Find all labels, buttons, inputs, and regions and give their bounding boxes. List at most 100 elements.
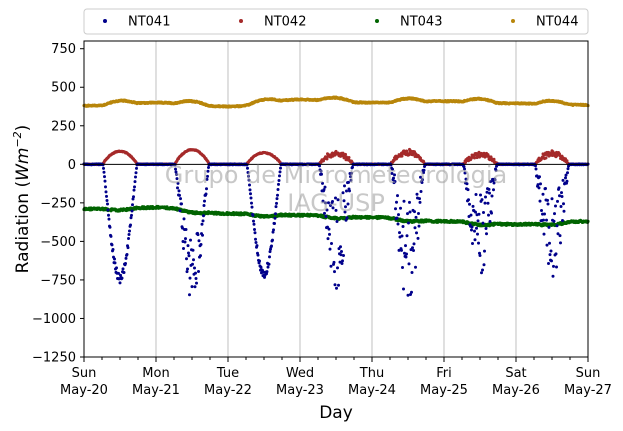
nt041-point [550, 197, 554, 201]
y-axis-title: Radiation (Wm−2) [11, 125, 33, 274]
nt041-point [131, 203, 134, 207]
nt041-point [490, 194, 494, 198]
nt041-point [115, 266, 118, 270]
nt041-point [328, 247, 332, 251]
nt041-point [473, 229, 476, 233]
x-tick-label-day: Sun [72, 366, 97, 381]
nt041-point [344, 218, 348, 222]
series-nt044 [82, 95, 590, 109]
nt041-point [421, 178, 424, 182]
nt041-point [265, 270, 269, 274]
nt041-point [334, 208, 338, 212]
nt041-point [195, 281, 198, 285]
nt041-point [480, 198, 484, 202]
nt041-point [176, 186, 179, 190]
nt041-point [266, 265, 270, 269]
nt041-point [333, 283, 337, 287]
nt041-point [552, 219, 556, 223]
nt041-point [118, 281, 122, 285]
nt041-point [274, 212, 277, 216]
nt041-point [193, 266, 196, 270]
nt041-point [474, 192, 478, 196]
nt041-point [561, 219, 564, 223]
nt041-point [345, 216, 349, 220]
nt041-point [102, 166, 105, 170]
nt041-point [183, 240, 187, 244]
nt041-point [538, 175, 541, 179]
x-tick-label-date: May-23 [276, 383, 324, 398]
nt041-point [556, 199, 559, 203]
nt041-point [471, 242, 474, 246]
nt041-point [482, 210, 485, 214]
nt041-point [247, 178, 251, 182]
x-tick-label-day: Sat [505, 366, 526, 381]
nt041-point [539, 182, 542, 186]
nt041-point [271, 238, 274, 242]
nt041-point [562, 209, 566, 213]
nt041-point [351, 165, 354, 169]
nt041-point [561, 178, 565, 182]
nt041-point [554, 252, 558, 256]
grid-lines [155, 41, 517, 357]
nt041-point [481, 268, 484, 272]
nt041-point [194, 271, 197, 275]
nt041-point [552, 264, 555, 268]
x-tick-label-date: May-20 [60, 383, 108, 398]
nt041-point [408, 200, 411, 204]
nt041-point [130, 209, 134, 213]
nt041-point [333, 270, 336, 274]
nt041-point [400, 234, 404, 238]
watermark-line-1: Grupo de Micrometeorologia [165, 161, 507, 189]
nt041-point [551, 274, 555, 278]
y-tick-label: 750 [51, 42, 76, 57]
nt041-point [336, 198, 340, 202]
nt041-point [206, 169, 210, 173]
nt041-point [417, 212, 420, 216]
nt041-point [487, 213, 490, 217]
nt041-point [268, 255, 271, 259]
nt041-point [120, 276, 124, 280]
nt041-point [487, 187, 491, 191]
nt041-point [252, 219, 255, 223]
nt041-point [548, 253, 552, 257]
nt042-point [405, 149, 409, 153]
nt041-point [187, 251, 190, 255]
nt041-point [558, 194, 561, 198]
y-axis: −1250 −1000 −750 −500 −250 0 250 500 750 [32, 42, 84, 366]
nt041-point [397, 248, 401, 252]
x-tick-label-date: May-24 [348, 383, 396, 398]
nt041-point [121, 267, 125, 271]
nt041-point [127, 237, 130, 241]
nt041-point [253, 231, 257, 235]
nt041-point [407, 262, 411, 266]
nt041-point [542, 218, 545, 222]
nt041-point [559, 241, 562, 245]
nt041-point [113, 257, 116, 261]
y-tick-label: −750 [40, 273, 76, 288]
nt041-point [417, 224, 421, 228]
nt041-point [251, 213, 255, 217]
nt041-point [103, 175, 106, 179]
nt041-point [106, 208, 110, 212]
nt041-point [201, 233, 204, 237]
nt041-point [544, 187, 547, 191]
nt041-point [482, 263, 486, 267]
nt041-point [405, 234, 409, 238]
nt041-point [339, 245, 342, 249]
nt041-point [540, 209, 543, 213]
nt041-point [202, 204, 206, 208]
nt041-point [399, 206, 402, 210]
nt041-point [329, 204, 332, 208]
legend-item-nt043: NT043 [375, 15, 442, 30]
nt041-point [250, 201, 253, 205]
nt041-point [415, 231, 418, 235]
nt041-point [134, 171, 138, 175]
nt041-point [182, 217, 186, 221]
x-axis: Sun May-20 Mon May-21 Tue May-22 Wed May-23 Thu M… [60, 357, 612, 398]
nt041-point [272, 228, 275, 232]
nt041-point [547, 225, 551, 229]
nt041-point [483, 249, 486, 253]
nt041-point [555, 224, 559, 228]
nt041-point [127, 233, 131, 237]
nt041-point [277, 182, 280, 186]
